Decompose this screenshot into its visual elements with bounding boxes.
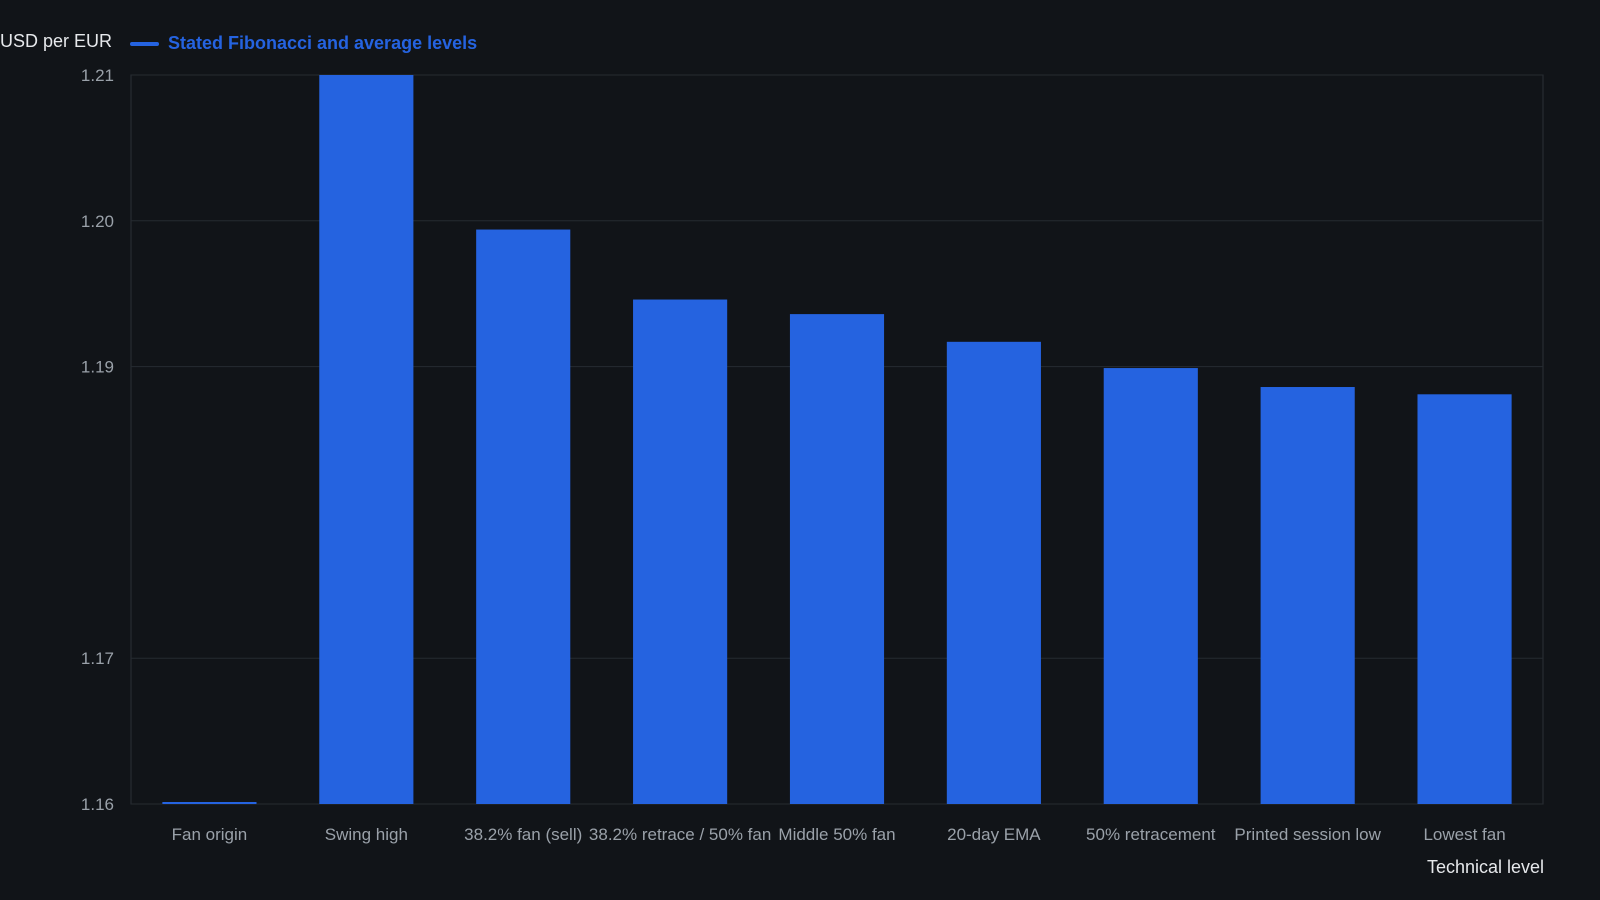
x-tick-label: 50% retracement xyxy=(1086,825,1216,844)
bar xyxy=(162,802,257,804)
x-axis-title: Technical level xyxy=(1426,857,1544,877)
bar xyxy=(1103,368,1198,804)
bar xyxy=(1417,394,1512,804)
bar xyxy=(1260,387,1355,804)
bar xyxy=(946,341,1041,804)
x-tick-label: 38.2% retrace / 50% fan xyxy=(589,825,771,844)
x-tick-label: Middle 50% fan xyxy=(778,825,895,844)
y-tick-label: 1.17 xyxy=(81,649,114,668)
y-ticks: 1.16 1.17 1.19 1.20 1.21 xyxy=(81,66,114,814)
y-tick-label: 1.20 xyxy=(81,212,114,231)
y-axis-title: USD per EUR xyxy=(0,31,113,51)
x-tick-label: Swing high xyxy=(325,825,408,844)
y-tick-label: 1.16 xyxy=(81,795,114,814)
x-tick-label: Printed session low xyxy=(1234,825,1381,844)
x-tick-label: Lowest fan xyxy=(1423,825,1505,844)
bar xyxy=(789,314,885,804)
y-tick-label: 1.19 xyxy=(81,358,114,377)
bar xyxy=(319,75,414,804)
bar xyxy=(476,229,571,805)
bars xyxy=(162,75,1512,805)
legend-label: Stated Fibonacci and average levels xyxy=(168,33,478,53)
bar xyxy=(633,299,728,804)
legend: Stated Fibonacci and average levels xyxy=(130,33,477,54)
x-tick-label: Fan origin xyxy=(172,825,248,844)
x-ticks: Fan origin Swing high 38.2% fan (sell) 38.2… xyxy=(172,825,1506,844)
y-tick-label: 1.21 xyxy=(81,66,114,85)
legend-swatch xyxy=(130,41,159,46)
x-tick-label: 38.2% fan (sell) xyxy=(464,825,582,844)
x-tick-label: 20-day EMA xyxy=(947,825,1041,844)
